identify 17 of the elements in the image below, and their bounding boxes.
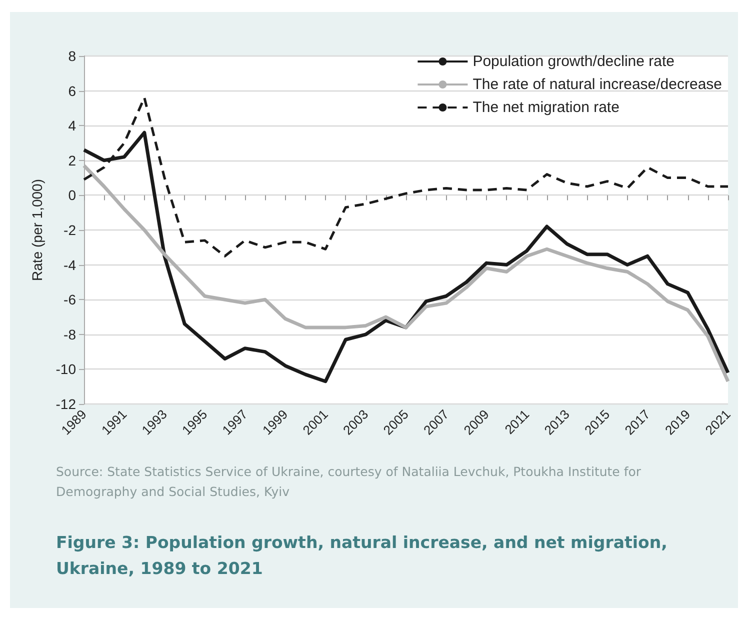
y-tick-label: -8: [64, 326, 76, 342]
y-tick-label: -6: [64, 292, 76, 308]
y-tick-label: 0: [68, 187, 76, 204]
y-tick-label: 4: [68, 118, 76, 134]
text: Figure 3: Population growth, natural increase, and net migration, Ukraine, 1989 to 2021: [56, 532, 668, 580]
source-note: Source: State Statistics Service of Ukraine, courtesy of Nataliia Levchuk, Ptoukha Institute for Demography and Social Studies, Kyiv: [56, 463, 642, 501]
y-axis-title: Rate (per 1,000): [29, 179, 45, 281]
y-tick-label: 6: [68, 82, 76, 99]
legend-label: The net migration rate: [472, 99, 620, 116]
y-tick-label: -10: [56, 361, 76, 378]
legend-label: The rate of natural increase/decrease: [472, 76, 722, 93]
legend-label: Population growth/decline rate: [472, 53, 674, 70]
y-tick-label: -4: [64, 256, 76, 273]
y-tick-label: 2: [68, 152, 76, 168]
y-tick-label: -2: [64, 222, 76, 238]
y-tick-label: -12: [56, 396, 76, 412]
y-tick-label: 8: [68, 48, 76, 64]
